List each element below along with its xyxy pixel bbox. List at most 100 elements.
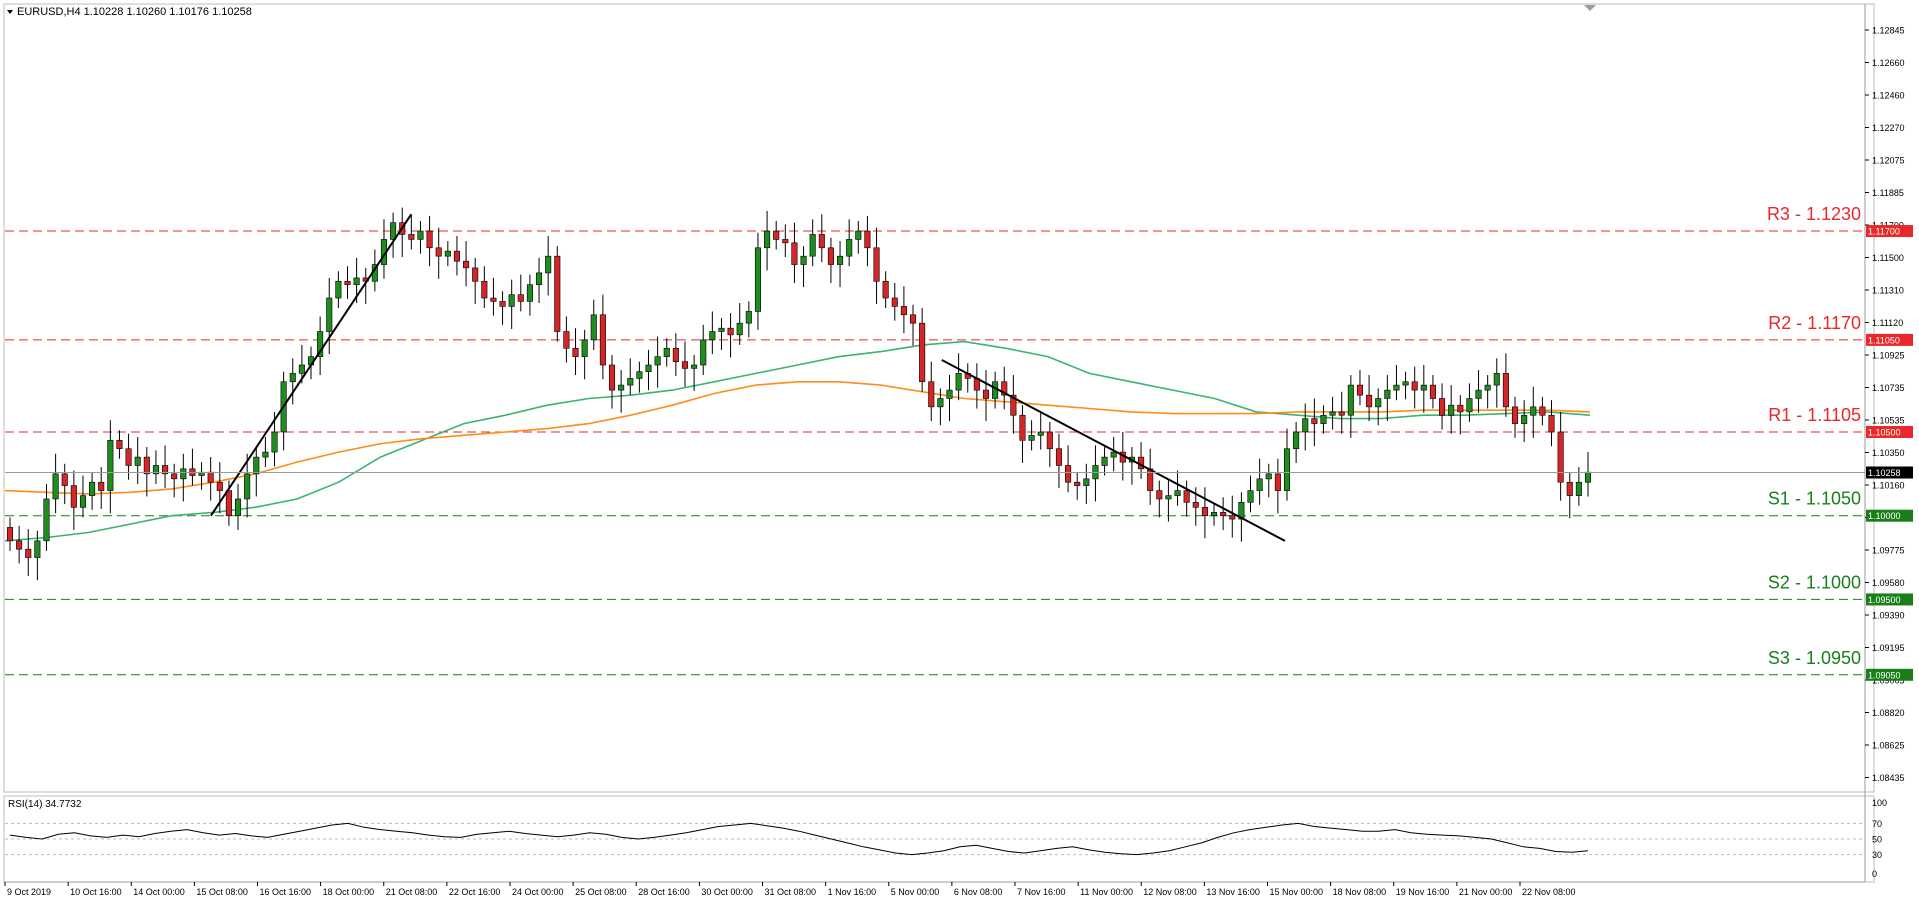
main-plot-frame [3,3,1875,793]
candle-down [1055,448,1062,466]
x-tick-label: 18 Nov 08:00 [1333,887,1387,897]
candle-down [216,481,223,491]
candle-down [25,548,32,558]
candle-up [946,389,953,399]
candle-up [107,440,114,491]
candle-up [691,364,698,369]
candle-down [1539,406,1546,416]
rsi-tick-label: 0 [1872,869,1877,879]
candle-up [937,398,944,408]
candle-down [1411,381,1418,391]
candle-down [481,280,488,299]
candle-down [919,322,926,383]
x-tick-label: 9 Oct 2019 [7,887,51,897]
candle-up [262,451,269,458]
candle-up [417,230,424,240]
level-price-tag [1866,668,1913,681]
candle-down [1274,473,1281,491]
support-resistance-levels: R3 - 1.1230 1.11700 R2 - 1.1170 1.11050 R1 -… [5,204,1913,681]
rsi-tick-label: 70 [1872,819,1882,829]
candle-down [818,234,825,249]
candle-down [1229,515,1236,520]
candle-up [271,431,278,453]
candle-up [180,468,187,480]
candle-up [1448,404,1455,416]
y-tick-label: 1.11885 [1872,188,1904,198]
candle-up [1584,471,1592,483]
candle-up [855,230,862,240]
candle-up [1575,481,1582,496]
candle-down [61,473,68,486]
level-label-support: S3 - 1.0950 [1768,648,1861,668]
candle-down [1356,384,1364,396]
x-tick-label: 10 Oct 16:00 [70,887,122,897]
candle-up [1375,398,1382,408]
candle-up [79,495,87,508]
candle-down [70,485,77,508]
x-tick-label: 11 Nov 00:00 [1080,887,1133,897]
y-tick-label: 1.12270 [1872,123,1905,133]
candle-down [1201,507,1208,517]
candle-up [1320,414,1327,424]
candle-up [1037,431,1044,436]
candle-down [791,242,798,265]
candle-down [143,456,150,475]
level-price-tag [1866,509,1913,522]
rsi-line [9,822,1589,856]
collapse-triangle-icon[interactable] [7,10,13,14]
candle-down [1183,490,1190,503]
candle-up [234,498,242,517]
candle-down [1548,414,1555,433]
candle-up [1283,448,1291,491]
candle-down [1511,406,1519,424]
y-tick-label: 1.11120 [1872,318,1903,328]
candle-up [134,456,141,466]
symbol-header: EURUSD,H4 1.10228 1.10260 1.10176 1.1025… [17,6,252,18]
y-tick-label: 1.12845 [1872,26,1905,36]
candle-up [353,277,360,285]
candle-up [444,250,451,257]
y-tick-label: 1.08435 [1872,773,1905,783]
scroll-shift-marker-icon[interactable] [1584,5,1596,11]
candle-down [599,314,606,366]
x-tick-label: 30 Oct 00:00 [701,887,753,897]
candle-down [517,294,524,302]
candle-up [526,284,533,302]
x-tick-label: 7 Nov 16:00 [1017,887,1066,897]
candle-down [344,280,351,285]
x-tick-label: 21 Nov 00:00 [1459,887,1513,897]
candle-up [244,473,251,500]
level-price-tag [1866,333,1913,346]
moving-average-line-2 [4,380,1591,495]
candle-up [89,481,96,496]
candle-up [809,234,816,257]
candle-up [718,327,725,332]
candle-down [1220,512,1227,517]
candle-down [873,247,880,282]
x-tick-label: 5 Nov 00:00 [891,887,940,897]
candle-down [882,280,889,299]
candle-down [554,255,561,332]
y-tick-label: 1.09195 [1872,643,1905,653]
candle-up [618,384,625,391]
y-tick-label: 1.10735 [1872,383,1905,393]
candle-down [1074,481,1081,486]
candle-down [900,306,907,316]
candle-up [636,371,643,379]
candle-up [754,247,761,312]
candle-down [864,230,871,249]
candle-down [490,297,497,302]
candle-down [16,540,23,550]
candle-down [928,381,935,408]
candle-up [1484,384,1491,391]
candle-down [1046,431,1053,450]
candle-up [645,364,652,373]
candle-up [1402,381,1409,386]
candle-down [1557,431,1564,483]
candle-up [335,280,342,299]
candle-up [1302,418,1309,433]
rsi-tick-label: 30 [1872,850,1882,860]
x-tick-label: 22 Oct 16:00 [449,887,501,897]
x-tick-label: 18 Oct 00:00 [323,887,375,897]
